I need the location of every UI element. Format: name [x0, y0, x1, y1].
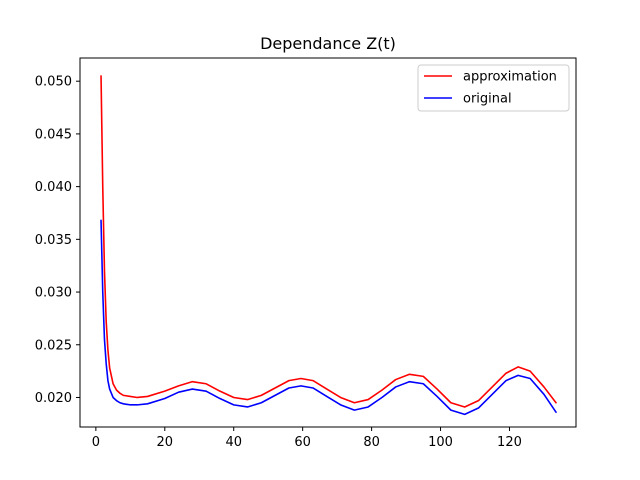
y-tick-label: 0.035 — [35, 233, 72, 248]
x-tick-label: 20 — [157, 435, 174, 450]
x-tick-label: 60 — [294, 435, 311, 450]
x-axis-ticks: 0 20 40 60 80 100 120 — [92, 427, 522, 450]
y-axis-ticks: 0.020 0.025 0.030 0.035 0.040 0.045 0.050 — [35, 75, 80, 406]
y-tick-label: 0.020 — [35, 391, 72, 406]
axes-layer — [79, 57, 577, 428]
x-tick-label: 80 — [363, 435, 380, 450]
legend: approximation original — [417, 64, 570, 112]
y-tick-label: 0.050 — [35, 75, 72, 90]
y-tick-label: 0.040 — [35, 180, 72, 195]
series-line-original — [100, 219, 557, 416]
axes-frame — [79, 57, 577, 428]
legend-label-original: original — [463, 92, 512, 107]
x-tick-label: 100 — [428, 435, 453, 450]
x-tick-label: 40 — [225, 435, 242, 450]
plot-area — [80, 58, 576, 427]
legend-label-approximation: approximation — [463, 70, 557, 85]
y-tick-label: 0.025 — [35, 338, 72, 353]
x-tick-label: 0 — [92, 435, 100, 450]
chart-title: Dependance Z(t) — [260, 34, 396, 53]
series-line-approximation — [100, 75, 557, 408]
y-tick-label: 0.030 — [35, 286, 72, 301]
legend-box — [417, 64, 570, 112]
y-tick-label: 0.045 — [35, 127, 72, 142]
x-tick-label: 120 — [497, 435, 522, 450]
series-layer — [100, 75, 557, 416]
